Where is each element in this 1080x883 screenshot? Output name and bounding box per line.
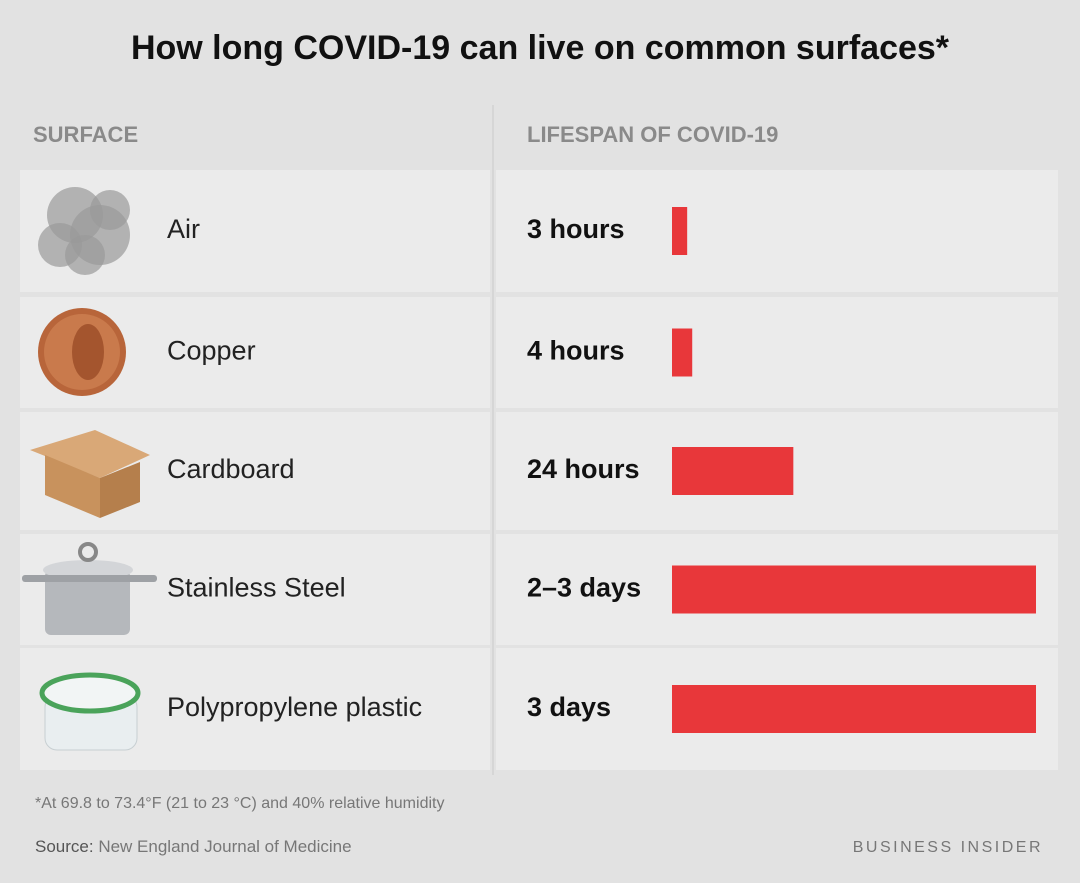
source-label: Source: xyxy=(35,837,94,856)
surface-icon xyxy=(38,308,126,396)
surface-icon xyxy=(30,430,150,518)
footnote: *At 69.8 to 73.4°F (21 to 23 °C) and 40%… xyxy=(35,795,444,812)
category-label: Polypropylene plastic xyxy=(167,692,422,722)
column-header: LIFESPAN OF COVID-19 xyxy=(527,122,778,147)
icon-part xyxy=(72,324,104,380)
surface-icon xyxy=(38,187,130,275)
bar xyxy=(672,565,1036,614)
icon-part xyxy=(78,542,98,562)
icon-part xyxy=(65,235,105,275)
rows: Air 3 hours Copper 4 hours Cardboard 24 hours… xyxy=(20,170,1058,770)
source: Source: New England Journal of Medicine xyxy=(35,837,352,856)
brand: BUSINESS INSIDER xyxy=(853,839,1043,856)
bar xyxy=(672,685,1036,733)
icon-part xyxy=(39,672,141,714)
category-label: Air xyxy=(167,214,200,244)
value-label: 2–3 days xyxy=(527,573,641,603)
source-name: New England Journal of Medicine xyxy=(98,837,351,856)
column-header: SURFACE xyxy=(33,122,138,147)
row-panel xyxy=(496,297,1058,408)
icon-part xyxy=(90,190,130,230)
row-panel xyxy=(496,170,1058,292)
value-label: 24 hours xyxy=(527,454,640,484)
icon-part xyxy=(100,462,140,518)
bar xyxy=(672,447,794,495)
surface-icon xyxy=(22,542,157,635)
value-label: 3 days xyxy=(527,692,611,722)
bar xyxy=(672,207,688,255)
value-label: 3 hours xyxy=(527,214,625,244)
icon-part xyxy=(45,570,130,635)
category-label: Stainless Steel xyxy=(167,573,346,603)
category-label: Copper xyxy=(167,336,256,366)
icon-part xyxy=(45,455,100,518)
icon-part xyxy=(22,575,157,582)
surface-icon xyxy=(39,672,141,751)
value-label: 4 hours xyxy=(527,336,625,366)
chart-title: How long COVID-19 can live on common sur… xyxy=(131,29,950,67)
icon-part xyxy=(30,430,150,478)
category-label: Cardboard xyxy=(167,454,295,484)
bar xyxy=(672,328,693,377)
